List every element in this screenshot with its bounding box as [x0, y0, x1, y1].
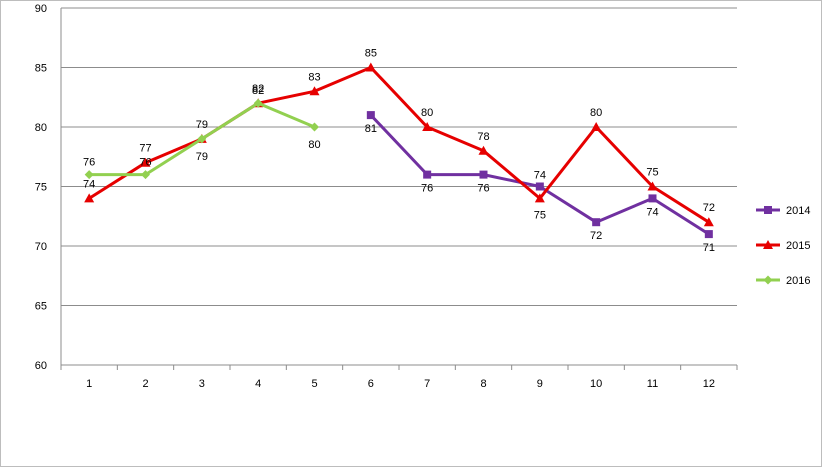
legend-marker-2016 [763, 275, 773, 285]
point-2015 [309, 86, 320, 96]
point-2015 [647, 181, 658, 191]
point-2015 [422, 122, 433, 131]
point-2014 [592, 218, 601, 227]
data-label-2015: 83 [308, 71, 320, 83]
data-label-2015: 74 [83, 178, 95, 190]
data-labels: 81 76 76 74 72 74 71 74 77 79 82 83 85 80 78 75 80 75 72 76… [83, 48, 715, 255]
y-tick-label: 70 [35, 241, 47, 253]
legend: 2014 2015 2016 [756, 205, 810, 287]
x-tick-label: 2 [142, 378, 148, 390]
y-tick-label: 65 [35, 301, 47, 313]
legend-marker-2015 [763, 240, 773, 249]
y-tick-label: 60 [35, 360, 47, 372]
point-2015 [591, 122, 602, 131]
y-tick-labels: 60 65 70 75 80 85 90 [35, 3, 47, 372]
legend-label-2016: 2016 [786, 275, 810, 287]
data-label-2015: 79 [196, 119, 208, 131]
x-tick-label: 10 [590, 378, 602, 390]
x-tick-label: 11 [647, 378, 658, 390]
y-tick-label: 80 [35, 122, 47, 134]
x-tick-label: 9 [537, 378, 543, 390]
point-2016 [253, 98, 263, 108]
gridlines [61, 7, 737, 366]
data-label-2015: 78 [477, 131, 489, 143]
data-label-2015: 82 [252, 83, 264, 95]
point-2014 [704, 230, 713, 239]
data-label-2014: 74 [534, 170, 546, 182]
data-label-2016: 76 [139, 157, 151, 169]
x-tick-label: 4 [255, 378, 261, 390]
data-label-2015: 72 [703, 202, 715, 214]
point-2016 [310, 122, 319, 132]
data-label-2014: 81 [365, 123, 377, 135]
data-label-2014: 72 [590, 230, 602, 242]
axes [60, 8, 738, 370]
point-2016 [141, 170, 150, 180]
data-label-2015: 85 [365, 48, 377, 60]
point-2014 [535, 182, 544, 191]
series-line-2015 [88, 66, 710, 224]
data-label-2014: 74 [646, 206, 658, 218]
x-tick-label: 12 [703, 378, 715, 390]
point-2015 [534, 193, 545, 203]
legend-label-2014: 2014 [786, 205, 810, 217]
data-label-2016: 82 [252, 85, 264, 97]
series-lines [84, 62, 714, 239]
legend-marker-2014 [764, 206, 772, 214]
point-2014 [479, 170, 488, 179]
point-2015 [84, 193, 95, 203]
data-label-2016: 80 [308, 139, 320, 151]
point-2015 [365, 62, 376, 72]
x-tick-label: 7 [424, 378, 430, 390]
data-label-2015: 75 [646, 167, 658, 179]
point-2015 [140, 157, 151, 167]
data-label-2015: 80 [421, 107, 433, 119]
data-label-2014: 71 [703, 242, 715, 254]
point-2014 [648, 194, 657, 203]
x-tick-label: 8 [480, 378, 486, 390]
y-tick-label: 75 [35, 182, 47, 194]
point-2014 [366, 111, 375, 120]
x-tick-label: 5 [311, 378, 317, 390]
point-2016 [84, 170, 94, 180]
data-label-2015: 80 [590, 107, 602, 119]
point-2015 [703, 217, 714, 227]
x-tick-label: 1 [86, 378, 92, 390]
x-tick-labels: 1 2 3 4 5 6 7 8 9 10 11 12 [86, 378, 715, 390]
data-label-2015: 77 [139, 143, 151, 155]
y-tick-label: 85 [35, 63, 47, 75]
x-tick-label: 3 [199, 378, 205, 390]
data-label-2014: 76 [477, 183, 489, 195]
data-label-2015: 75 [534, 209, 546, 221]
data-label-2016: 79 [196, 151, 208, 163]
y-tick-label: 90 [35, 3, 47, 15]
data-label-2014: 76 [421, 183, 433, 195]
point-2014 [423, 170, 432, 179]
point-2015 [478, 145, 489, 155]
data-label-2016: 76 [83, 157, 95, 169]
point-2016 [197, 134, 207, 144]
legend-label-2015: 2015 [786, 240, 810, 252]
x-tick-label: 6 [368, 378, 374, 390]
